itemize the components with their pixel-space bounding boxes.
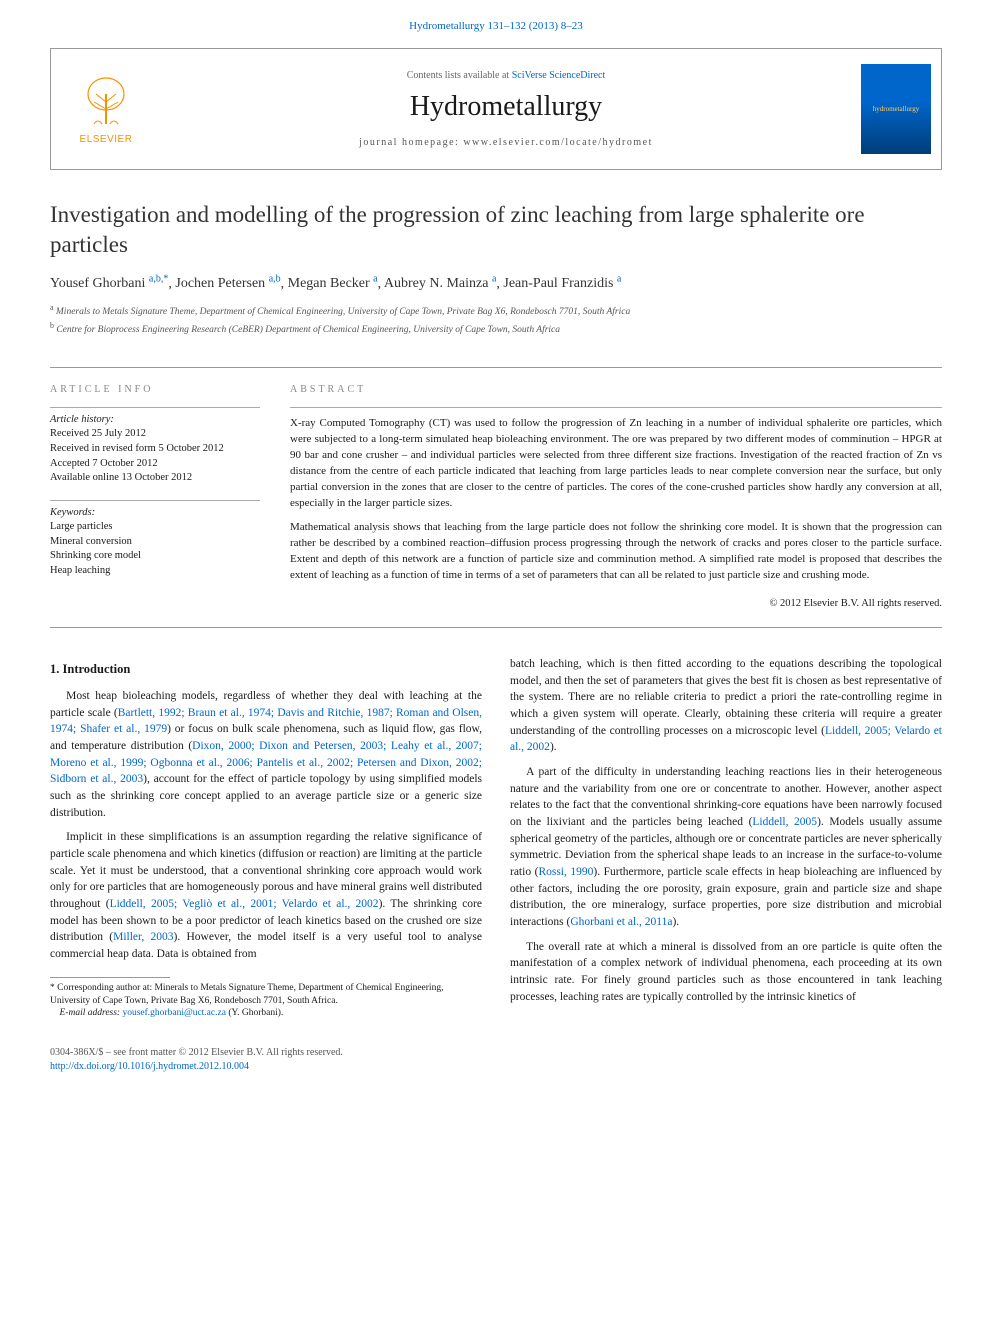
contents-available: Contents lists available at SciVerse Sci… [161,70,851,81]
journal-citation: Hydrometallurgy 131–132 (2013) 8–23 [0,0,992,40]
citation-link[interactable]: Rossi, 1990 [538,866,593,878]
citation-link[interactable]: Liddell, 2005; Vegliò et al., 2001; Vela… [110,898,379,910]
journal-header: ELSEVIER Contents lists available at Sci… [50,48,942,170]
info-abstract-block: ARTICLE INFO Article history: Received 2… [50,367,942,628]
elsevier-tree-icon [76,74,136,134]
affiliations: a Minerals to Metals Signature Theme, De… [50,302,942,337]
journal-citation-text[interactable]: Hydrometallurgy 131–132 (2013) 8–23 [409,20,583,32]
corresponding-author-footnote: * Corresponding author at: Minerals to M… [50,982,482,1020]
abstract-copyright: © 2012 Elsevier B.V. All rights reserved… [290,596,942,611]
article-info-header: ARTICLE INFO [50,384,260,395]
journal-cover-image[interactable]: hydrometallurgy [861,64,931,154]
article-info: ARTICLE INFO Article history: Received 2… [50,384,260,611]
article-history: Article history: Received 25 July 2012 R… [50,407,260,486]
affiliation: a Minerals to Metals Signature Theme, De… [50,302,942,319]
abstract-text: X-ray Computed Tomography (CT) was used … [290,407,942,611]
journal-title: Hydrometallurgy [161,91,851,123]
author[interactable]: Jochen Petersen a,b [175,276,280,291]
scidirect-link[interactable]: SciVerse ScienceDirect [512,70,606,81]
citation-link[interactable]: Ghorbani et al., 2011a [570,916,672,928]
citation-link[interactable]: Liddell, 2005 [752,816,817,828]
page-footer: 0304-386X/$ – see front matter © 2012 El… [50,1046,942,1074]
section-heading: 1. Introduction [50,660,482,678]
footnote-separator [50,977,170,978]
front-matter-line: 0304-386X/$ – see front matter © 2012 El… [50,1046,942,1060]
article-title: Investigation and modelling of the progr… [50,200,942,260]
body-paragraph: batch leaching, which is then fitted acc… [510,656,942,756]
elsevier-text: ELSEVIER [80,134,133,145]
elsevier-logo[interactable]: ELSEVIER [61,59,151,159]
keywords-block: Keywords: Large particles Mineral conver… [50,500,260,579]
body-paragraph: The overall rate at which a mineral is d… [510,939,942,1006]
body-paragraph: A part of the difficulty in understandin… [510,764,942,931]
article-body: 1. Introduction Most heap bioleaching mo… [50,656,942,1020]
author[interactable]: Jean-Paul Franzidis a [503,276,621,291]
email-link[interactable]: yousef.ghorbani@uct.ac.za [122,1008,225,1018]
author[interactable]: Megan Becker a [288,276,378,291]
journal-homepage[interactable]: journal homepage: www.elsevier.com/locat… [161,137,851,148]
body-paragraph: Most heap bioleaching models, regardless… [50,688,482,821]
author-list: Yousef Ghorbani a,b,*, Jochen Petersen a… [50,274,942,293]
author[interactable]: Yousef Ghorbani a,b,* [50,276,168,291]
header-center: Contents lists available at SciVerse Sci… [161,70,851,148]
abstract: ABSTRACT X-ray Computed Tomography (CT) … [290,384,942,611]
citation-link[interactable]: Miller, 2003 [113,931,173,943]
doi-link[interactable]: http://dx.doi.org/10.1016/j.hydromet.201… [50,1060,942,1074]
abstract-header: ABSTRACT [290,384,942,395]
affiliation: b Centre for Bioprocess Engineering Rese… [50,320,942,337]
author[interactable]: Aubrey N. Mainza a [384,276,497,291]
body-paragraph: Implicit in these simplifications is an … [50,829,482,962]
